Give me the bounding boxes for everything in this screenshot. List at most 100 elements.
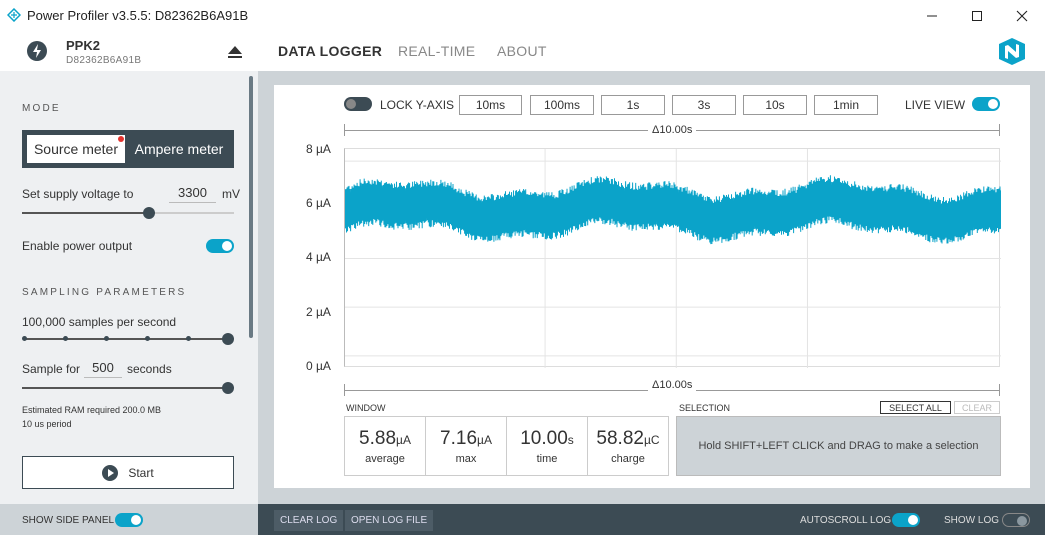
side-panel-footer: SHOW SIDE PANEL (0, 504, 258, 535)
clear-selection-button[interactable]: CLEAR (954, 401, 1000, 414)
supply-voltage-label: Set supply voltage to (22, 187, 134, 201)
supply-voltage-fill (22, 212, 150, 214)
sample-rate-tick (22, 336, 27, 341)
maximize-icon (972, 10, 982, 21)
window-100ms-button[interactable]: 100ms (530, 95, 594, 115)
stat-average: 5.88µA average (345, 417, 426, 475)
window-1min-button[interactable]: 1min (814, 95, 878, 115)
y-tick-label: 4 µA (306, 250, 331, 264)
plot-area[interactable] (344, 148, 1002, 368)
show-side-panel-label: SHOW SIDE PANEL (22, 515, 115, 526)
active-indicator-dot (118, 136, 124, 142)
current-trace (344, 175, 1002, 245)
sample-rate-tick (186, 336, 191, 341)
device-serial: D82362B6A91B (66, 55, 142, 66)
device-icon[interactable] (27, 41, 47, 61)
stat-label: average (365, 452, 405, 465)
window-1s-button[interactable]: 1s (601, 95, 665, 115)
sample-rate-tick (104, 336, 109, 341)
sample-rate-track (24, 338, 228, 340)
window-heading: WINDOW (346, 403, 386, 413)
tab-real-time[interactable]: REAL-TIME (398, 43, 476, 59)
stat-max: 7.16µA max (426, 417, 507, 475)
span-cap (999, 384, 1000, 396)
clear-log-button[interactable]: CLEAR LOG (274, 510, 344, 531)
stat-value: 5.88 (359, 427, 397, 449)
span-cap (344, 384, 345, 396)
sample-period: 10 us period (22, 419, 72, 429)
sample-rate-slider[interactable] (222, 333, 234, 345)
open-log-file-button[interactable]: OPEN LOG FILE (345, 510, 434, 531)
tab-data-logger[interactable]: DATA LOGGER (278, 43, 383, 59)
source-meter-button[interactable]: Source meter (27, 135, 125, 163)
mode-heading: MODE (22, 103, 61, 114)
close-button[interactable] (999, 0, 1045, 31)
window-10ms-button[interactable]: 10ms (459, 95, 522, 115)
title-bar: Power Profiler v3.5.5: D82362B6A91B (0, 0, 1045, 31)
sample-rate-tick (145, 336, 150, 341)
power-output-toggle[interactable] (206, 239, 234, 253)
time-span-label-top: Δ10.00s (648, 124, 697, 136)
span-cap (999, 124, 1000, 136)
sampling-heading: SAMPLING PARAMETERS (22, 287, 187, 298)
power-output-label: Enable power output (22, 239, 133, 253)
stat-label: time (536, 452, 558, 465)
stat-time: 10.00s time (507, 417, 588, 475)
stat-unit: µA (396, 432, 411, 447)
lock-y-axis-label: LOCK Y-AXIS (380, 98, 455, 112)
live-view-label: LIVE VIEW (905, 98, 966, 112)
minimize-button[interactable] (909, 0, 955, 31)
y-tick-label: 0 µA (306, 359, 331, 373)
stat-label: charge (611, 452, 645, 465)
stat-unit: µA (477, 432, 492, 447)
window-3s-button[interactable]: 3s (672, 95, 736, 115)
current-plot (344, 149, 1002, 368)
window-10s-button[interactable]: 10s (743, 95, 807, 115)
show-side-panel-toggle[interactable] (115, 513, 143, 527)
app-icon (7, 8, 21, 22)
y-tick-label: 2 µA (306, 305, 331, 319)
selection-heading: SELECTION (679, 403, 731, 413)
side-panel-scrollbar[interactable] (249, 76, 253, 338)
ampere-meter-button[interactable]: Ampere meter (134, 141, 224, 157)
window-title: Power Profiler v3.5.5: D82362B6A91B (27, 8, 249, 23)
sample-for-label: Sample for (22, 362, 81, 376)
start-label: Start (128, 465, 154, 480)
autoscroll-log-label: AUTOSCROLL LOG (800, 515, 892, 526)
stat-charge: 58.82µC charge (588, 417, 668, 475)
sample-duration-track (22, 387, 228, 389)
sample-duration-input[interactable]: 500 (84, 360, 122, 378)
supply-voltage-unit: mV (222, 187, 240, 201)
live-view-toggle[interactable] (972, 97, 1000, 111)
stat-value: 7.16 (440, 427, 478, 449)
sample-duration-unit: seconds (127, 362, 172, 376)
time-span-label-bottom: Δ10.00s (648, 379, 697, 391)
play-icon (102, 464, 119, 481)
y-tick-label: 8 µA (306, 142, 331, 156)
select-all-button[interactable]: SELECT ALL (880, 401, 951, 414)
stat-label: max (455, 452, 477, 465)
show-log-label: SHOW LOG (944, 515, 1000, 526)
supply-voltage-input[interactable]: 3300 (169, 185, 216, 203)
stat-unit: µC (643, 432, 660, 447)
y-tick-label: 6 µA (306, 196, 331, 210)
supply-voltage-slider[interactable] (143, 207, 156, 219)
lock-y-axis-toggle[interactable] (344, 97, 372, 111)
lightning-icon (33, 44, 41, 58)
ram-estimate: Estimated RAM required 200.0 MB (22, 405, 162, 415)
sample-rate-tick (63, 336, 68, 341)
start-button[interactable]: Start (22, 456, 234, 489)
autoscroll-log-toggle[interactable] (892, 513, 920, 527)
eject-icon[interactable] (226, 44, 244, 60)
window-stats: 5.88µA average 7.16µA max 10.00s time 58… (344, 416, 669, 476)
stat-unit: s (567, 432, 574, 447)
log-footer: CLEAR LOG OPEN LOG FILE AUTOSCROLL LOG S… (258, 504, 1045, 535)
maximize-button[interactable] (954, 0, 1000, 31)
span-cap (344, 124, 345, 136)
close-icon (1016, 10, 1028, 21)
tab-about[interactable]: ABOUT (497, 43, 547, 59)
show-log-toggle[interactable] (1002, 513, 1030, 527)
sample-duration-slider[interactable] (222, 382, 234, 394)
stat-value: 58.82 (596, 427, 644, 449)
selection-area[interactable]: Hold SHIFT+LEFT CLICK and DRAG to make a… (676, 416, 1001, 476)
